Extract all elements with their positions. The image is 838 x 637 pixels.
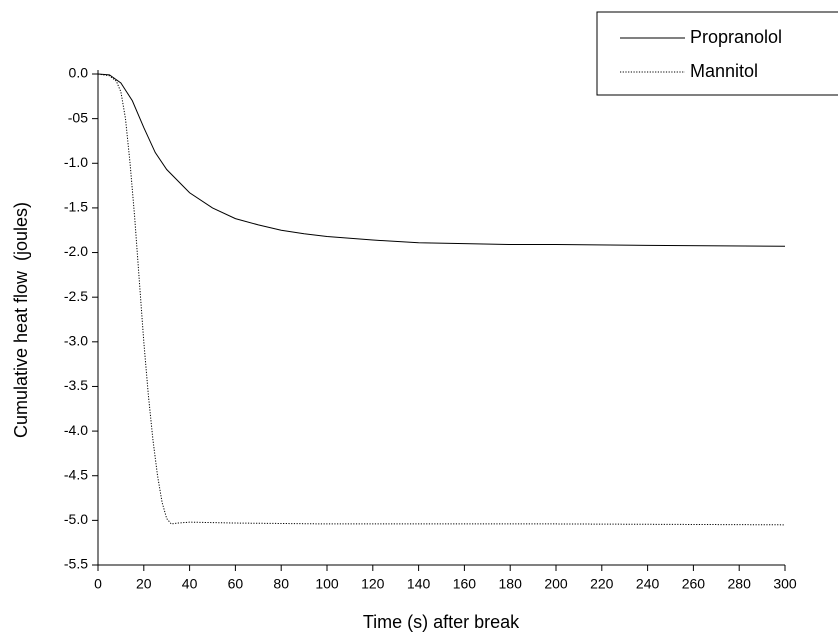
legend-label: Propranolol [690,27,782,47]
x-tick-label: 100 [315,576,339,592]
y-tick-label: -1.0 [64,154,88,170]
y-tick-label: -3.0 [64,333,88,349]
x-tick-label: 260 [682,576,706,592]
x-tick-label: 300 [773,576,797,592]
x-tick-label: 140 [407,576,431,592]
x-tick-label: 20 [136,576,152,592]
series-line [97,73,786,526]
x-tick-label: 220 [590,576,614,592]
y-tick-label: -2.0 [64,243,88,259]
x-tick-label: 120 [361,576,385,592]
legend-label: Mannitol [690,61,758,81]
x-tick-label: 200 [544,576,568,592]
x-tick-label: 180 [499,576,523,592]
y-tick-label: -5.5 [64,556,88,572]
y-tick-label: -1.5 [64,199,88,215]
x-tick-label: 40 [182,576,198,592]
x-axis-title: Time (s) after break [363,612,520,632]
y-tick-label: -05 [68,109,88,125]
y-axis-title: Cumulative heat flow (joules) [11,202,31,438]
x-tick-label: 280 [728,576,752,592]
series-line [97,73,786,247]
y-tick-label: -5.0 [64,511,88,527]
y-tick-label: -2.5 [64,288,88,304]
x-tick-label: 0 [94,576,102,592]
y-tick-label: -4.5 [64,466,88,482]
y-tick-label: 0.0 [69,65,89,81]
x-tick-label: 160 [453,576,477,592]
y-tick-label: -3.5 [64,377,88,393]
x-tick-label: 240 [636,576,660,592]
x-tick-label: 80 [273,576,289,592]
y-tick-label: -4.0 [64,422,88,438]
x-tick-label: 60 [228,576,244,592]
legend-box [596,11,838,96]
